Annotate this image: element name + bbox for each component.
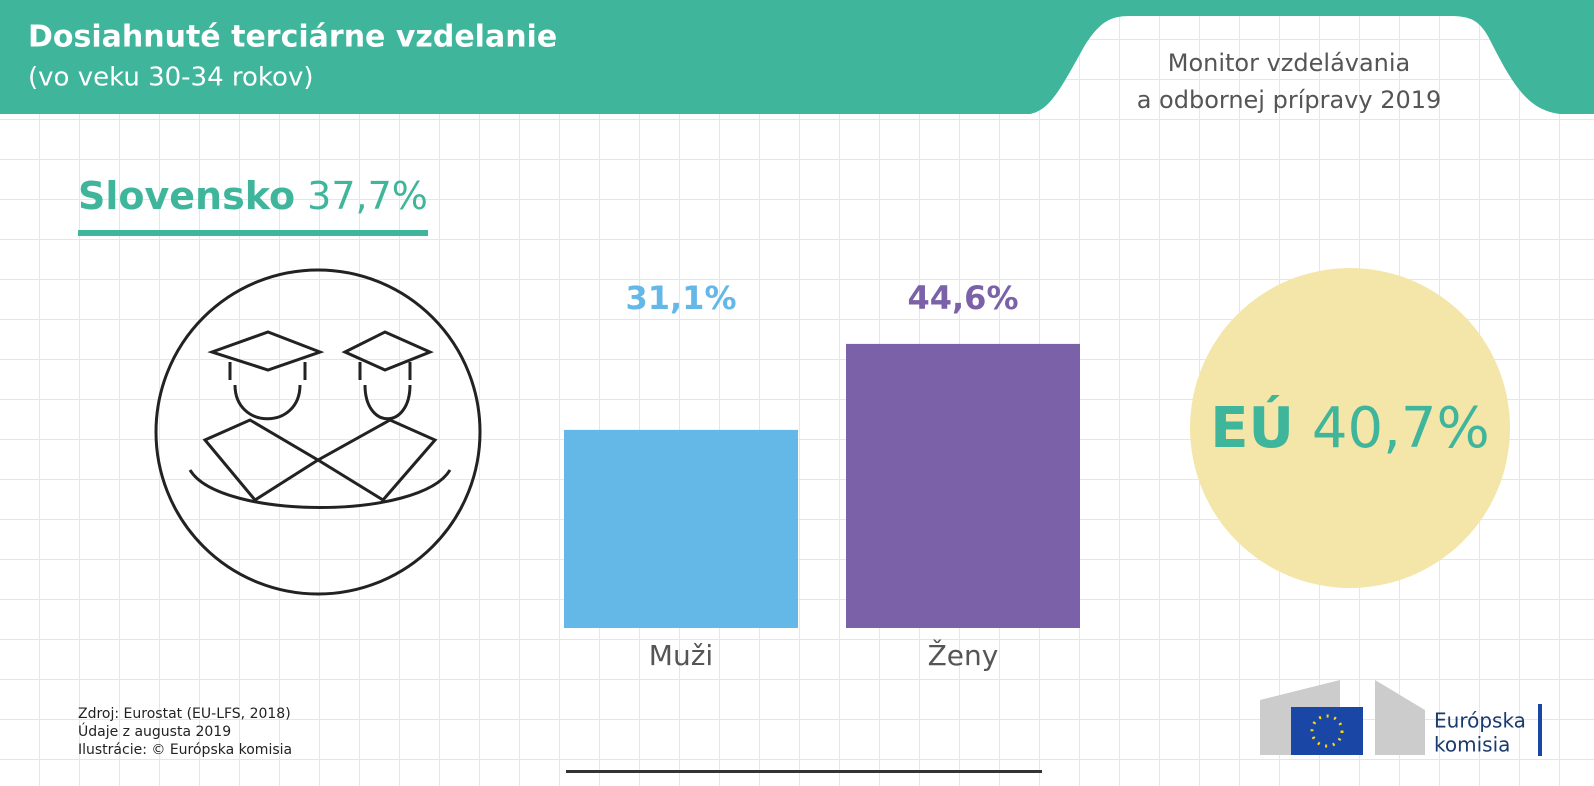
publication: a odbornej prípravy 2019 — [1137, 86, 1442, 114]
logo-text: komisia — [1434, 733, 1510, 757]
footer-line: Ilustrácie: © Európska komisia — [78, 742, 292, 758]
country-heading: Slovensko 37,7% — [78, 174, 428, 218]
subtitle: (vo veku 30-34 rokov) — [28, 63, 314, 93]
eu-name: EÚ — [1210, 396, 1294, 461]
eu-heading: EÚ 40,7% — [1210, 396, 1489, 461]
value-label: 31,1% — [625, 279, 736, 317]
publication: Monitor vzdelávania — [1168, 49, 1411, 77]
country-value: 37,7% — [307, 174, 428, 218]
category-label: Ženy — [928, 638, 999, 672]
value-label: 44,6% — [907, 279, 1018, 317]
footer-line: Údaje z augusta 2019 — [78, 722, 231, 740]
bar — [564, 429, 798, 628]
title: Dosiahnuté terciárne vzdelanie — [28, 20, 557, 55]
eu-value: 40,7% — [1312, 396, 1490, 461]
flag-stars — [1310, 714, 1344, 748]
bar — [846, 343, 1080, 628]
header-band — [0, 0, 1594, 114]
logo-bar — [1538, 704, 1542, 756]
graduates-icon — [154, 268, 482, 596]
logo-text: Európska — [1434, 709, 1526, 733]
category-label: Muži — [649, 639, 713, 672]
footer-line: Zdroj: Eurostat (EU-LFS, 2018) — [78, 706, 291, 722]
underline — [78, 230, 428, 236]
bottom-rule — [566, 770, 1042, 773]
eu-circle — [1190, 268, 1510, 588]
eu-flag — [1291, 707, 1363, 755]
logo: Európska komisia — [1260, 680, 1542, 757]
country-name: Slovensko — [78, 174, 295, 218]
